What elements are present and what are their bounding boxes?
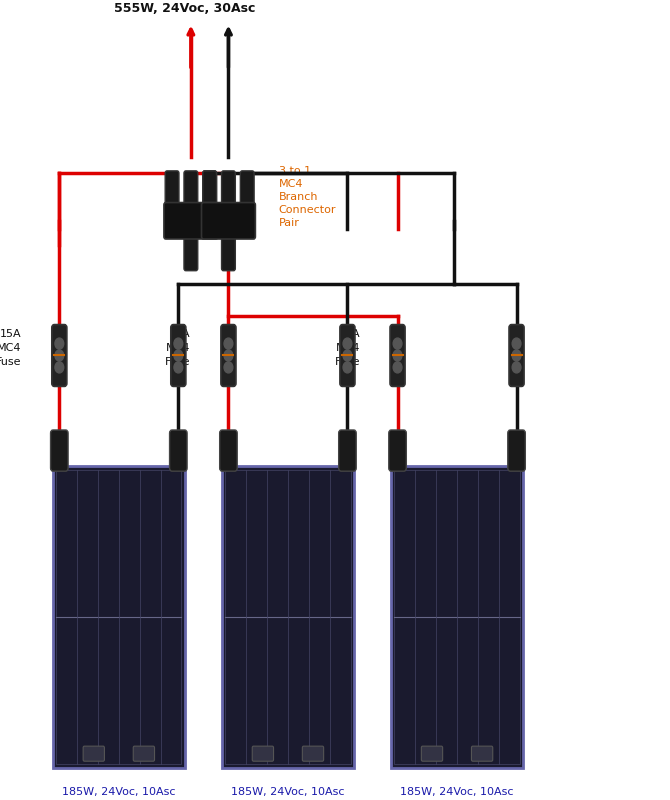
Bar bbox=[222, 466, 354, 767]
Circle shape bbox=[224, 350, 232, 361]
Text: 555W, 24Voc, 30Asc: 555W, 24Voc, 30Asc bbox=[114, 2, 255, 14]
FancyBboxPatch shape bbox=[222, 171, 235, 215]
Circle shape bbox=[55, 362, 64, 373]
FancyBboxPatch shape bbox=[50, 430, 68, 471]
FancyBboxPatch shape bbox=[220, 430, 237, 471]
Circle shape bbox=[224, 362, 232, 373]
FancyBboxPatch shape bbox=[509, 325, 524, 386]
FancyBboxPatch shape bbox=[389, 430, 406, 471]
FancyBboxPatch shape bbox=[241, 171, 254, 215]
FancyBboxPatch shape bbox=[340, 325, 355, 386]
FancyBboxPatch shape bbox=[184, 171, 198, 215]
Circle shape bbox=[55, 350, 64, 361]
FancyBboxPatch shape bbox=[421, 746, 443, 762]
FancyBboxPatch shape bbox=[508, 430, 525, 471]
FancyBboxPatch shape bbox=[52, 325, 67, 386]
Circle shape bbox=[343, 350, 352, 361]
Bar bbox=[56, 470, 182, 763]
FancyBboxPatch shape bbox=[221, 325, 236, 386]
FancyBboxPatch shape bbox=[170, 430, 187, 471]
FancyBboxPatch shape bbox=[203, 171, 216, 215]
Circle shape bbox=[174, 350, 183, 361]
Circle shape bbox=[512, 338, 521, 349]
FancyBboxPatch shape bbox=[222, 234, 235, 270]
FancyBboxPatch shape bbox=[83, 746, 105, 762]
FancyBboxPatch shape bbox=[472, 746, 492, 762]
Circle shape bbox=[174, 362, 183, 373]
Circle shape bbox=[393, 362, 402, 373]
FancyBboxPatch shape bbox=[165, 171, 179, 215]
FancyBboxPatch shape bbox=[184, 234, 198, 270]
Circle shape bbox=[174, 338, 183, 349]
Text: 15A
MC4
Fuse: 15A MC4 Fuse bbox=[334, 329, 360, 366]
Bar bbox=[225, 470, 350, 763]
FancyBboxPatch shape bbox=[202, 202, 255, 239]
Bar bbox=[53, 466, 185, 767]
FancyBboxPatch shape bbox=[338, 430, 356, 471]
Circle shape bbox=[393, 350, 402, 361]
FancyBboxPatch shape bbox=[133, 746, 155, 762]
FancyBboxPatch shape bbox=[164, 202, 218, 239]
FancyBboxPatch shape bbox=[252, 746, 273, 762]
Text: 15A
MC4
Fuse: 15A MC4 Fuse bbox=[0, 329, 21, 366]
Circle shape bbox=[343, 338, 352, 349]
Circle shape bbox=[512, 362, 521, 373]
Text: 3 to 1
MC4
Branch
Connector
Pair: 3 to 1 MC4 Branch Connector Pair bbox=[279, 166, 336, 229]
Circle shape bbox=[343, 362, 352, 373]
Bar bbox=[395, 470, 520, 763]
Text: 185W, 24Voc, 10Asc: 185W, 24Voc, 10Asc bbox=[400, 787, 514, 798]
Circle shape bbox=[55, 338, 64, 349]
Circle shape bbox=[224, 338, 232, 349]
Text: 15A
MC4
Fuse: 15A MC4 Fuse bbox=[165, 329, 191, 366]
Text: 185W, 24Voc, 10Asc: 185W, 24Voc, 10Asc bbox=[62, 787, 176, 798]
Bar bbox=[391, 466, 523, 767]
FancyBboxPatch shape bbox=[171, 325, 186, 386]
FancyBboxPatch shape bbox=[302, 746, 324, 762]
Circle shape bbox=[393, 338, 402, 349]
FancyBboxPatch shape bbox=[390, 325, 405, 386]
Circle shape bbox=[512, 350, 521, 361]
Text: 185W, 24Voc, 10Asc: 185W, 24Voc, 10Asc bbox=[231, 787, 344, 798]
FancyBboxPatch shape bbox=[203, 171, 216, 215]
